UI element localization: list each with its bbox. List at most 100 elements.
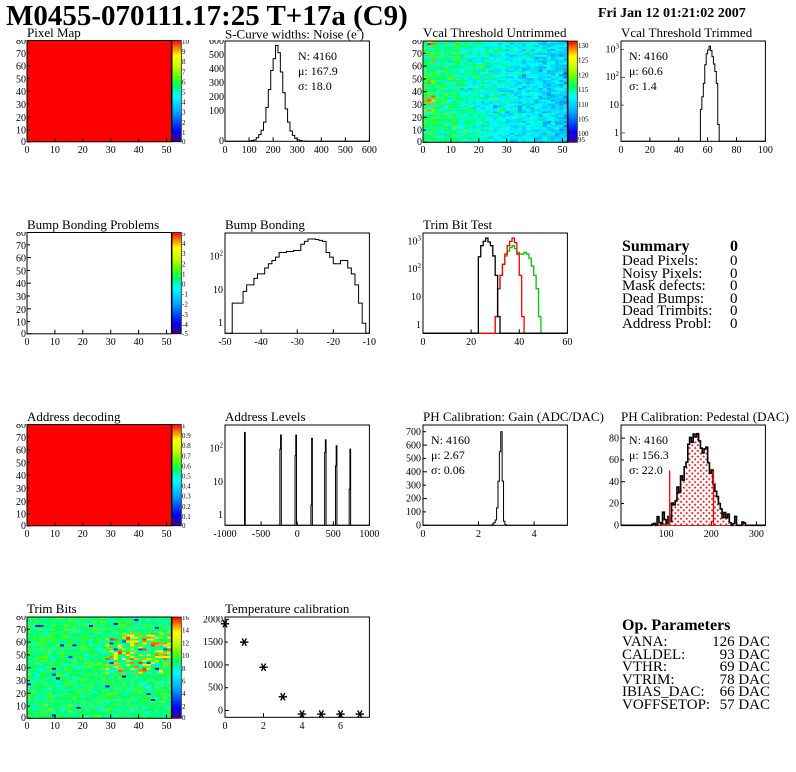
svg-text:40: 40 bbox=[16, 87, 26, 98]
svg-text:-4: -4 bbox=[182, 321, 188, 329]
svg-text:600: 600 bbox=[406, 440, 421, 451]
svg-text:10: 10 bbox=[50, 337, 60, 348]
svg-text:300: 300 bbox=[406, 480, 421, 491]
svg-text:20: 20 bbox=[16, 305, 26, 316]
svg-text:10: 10 bbox=[446, 145, 456, 156]
svg-text:115: 115 bbox=[578, 86, 589, 94]
svg-text:80: 80 bbox=[16, 40, 26, 47]
svg-text:30: 30 bbox=[16, 292, 26, 303]
svg-text:σ: 0.06: σ: 0.06 bbox=[431, 463, 465, 477]
svg-text:80: 80 bbox=[16, 616, 26, 623]
svg-text:10: 10 bbox=[412, 126, 422, 137]
svg-text:10: 10 bbox=[16, 702, 26, 713]
svg-text:20: 20 bbox=[609, 499, 619, 510]
svg-text:100: 100 bbox=[758, 145, 773, 156]
svg-text:200: 200 bbox=[266, 145, 281, 156]
svg-text:3: 3 bbox=[182, 250, 186, 258]
svg-text:N: 4160: N: 4160 bbox=[629, 433, 668, 447]
svg-text:5: 5 bbox=[182, 232, 186, 238]
svg-text:20: 20 bbox=[78, 145, 88, 156]
svg-text:500: 500 bbox=[326, 529, 341, 540]
svg-text:N: 4160: N: 4160 bbox=[298, 49, 337, 63]
svg-text:50: 50 bbox=[412, 74, 422, 85]
svg-text:0: 0 bbox=[421, 145, 426, 156]
svg-text:40: 40 bbox=[674, 145, 684, 156]
svg-text:30: 30 bbox=[412, 100, 422, 111]
svg-text:14: 14 bbox=[182, 627, 190, 635]
svg-text:σ: 22.0: σ: 22.0 bbox=[629, 463, 663, 477]
svg-text:10: 10 bbox=[50, 145, 60, 156]
svg-text:0: 0 bbox=[182, 138, 186, 146]
svg-text:30: 30 bbox=[106, 529, 116, 540]
svg-text:30: 30 bbox=[16, 484, 26, 495]
svg-text:50: 50 bbox=[16, 458, 26, 469]
svg-text:700: 700 bbox=[406, 427, 421, 438]
svg-text:0: 0 bbox=[223, 145, 228, 156]
svg-text:102: 102 bbox=[210, 441, 224, 454]
svg-text:50: 50 bbox=[162, 145, 172, 156]
svg-text:10: 10 bbox=[213, 477, 223, 488]
svg-text:0.3: 0.3 bbox=[182, 493, 191, 501]
svg-text:10: 10 bbox=[182, 652, 190, 660]
svg-text:100: 100 bbox=[209, 106, 224, 117]
svg-text:0: 0 bbox=[25, 721, 30, 732]
svg-text:40: 40 bbox=[134, 529, 144, 540]
svg-text:-30: -30 bbox=[291, 337, 304, 348]
svg-text:50: 50 bbox=[558, 145, 568, 156]
svg-text:50: 50 bbox=[162, 721, 172, 732]
svg-text:20: 20 bbox=[16, 497, 26, 508]
svg-text:60: 60 bbox=[16, 638, 26, 649]
svg-text:500: 500 bbox=[209, 50, 224, 61]
svg-text:10: 10 bbox=[411, 292, 421, 303]
svg-text:1: 1 bbox=[218, 318, 223, 329]
svg-text:40: 40 bbox=[134, 337, 144, 348]
svg-text:80: 80 bbox=[732, 145, 742, 156]
svg-text:10: 10 bbox=[609, 100, 619, 111]
svg-text:1: 1 bbox=[182, 270, 186, 278]
svg-text:50: 50 bbox=[162, 337, 172, 348]
svg-text:20: 20 bbox=[16, 689, 26, 700]
svg-text:12: 12 bbox=[182, 639, 190, 647]
svg-text:μ: 156.3: μ: 156.3 bbox=[629, 448, 669, 462]
svg-text:100: 100 bbox=[406, 507, 421, 518]
svg-text:6: 6 bbox=[182, 678, 186, 686]
svg-text:10: 10 bbox=[182, 40, 190, 46]
svg-text:0: 0 bbox=[421, 337, 426, 348]
svg-text:2: 2 bbox=[182, 119, 186, 127]
svg-text:120: 120 bbox=[578, 71, 589, 79]
svg-text:6: 6 bbox=[182, 78, 186, 86]
svg-text:-1: -1 bbox=[182, 291, 188, 299]
svg-text:102: 102 bbox=[210, 249, 224, 262]
svg-text:40: 40 bbox=[412, 87, 422, 98]
svg-text:60: 60 bbox=[562, 337, 572, 348]
svg-text:400: 400 bbox=[209, 64, 224, 75]
svg-text:40: 40 bbox=[16, 663, 26, 674]
svg-text:60: 60 bbox=[703, 145, 713, 156]
svg-text:60: 60 bbox=[412, 62, 422, 73]
svg-text:60: 60 bbox=[16, 62, 26, 73]
svg-text:130: 130 bbox=[578, 42, 589, 50]
svg-text:-20: -20 bbox=[327, 337, 340, 348]
svg-text:5: 5 bbox=[182, 89, 186, 97]
svg-text:0: 0 bbox=[223, 721, 228, 732]
svg-text:σ: 1.4: σ: 1.4 bbox=[629, 79, 657, 93]
svg-text:50: 50 bbox=[162, 529, 172, 540]
svg-text:30: 30 bbox=[16, 676, 26, 687]
svg-text:60: 60 bbox=[16, 254, 26, 265]
svg-text:125: 125 bbox=[578, 57, 589, 65]
svg-text:30: 30 bbox=[106, 145, 116, 156]
svg-text:50: 50 bbox=[16, 650, 26, 661]
svg-text:80: 80 bbox=[16, 232, 26, 239]
svg-text:70: 70 bbox=[16, 433, 26, 444]
svg-text:500: 500 bbox=[338, 145, 353, 156]
svg-text:20: 20 bbox=[474, 145, 484, 156]
svg-text:300: 300 bbox=[209, 78, 224, 89]
svg-text:600: 600 bbox=[362, 145, 377, 156]
svg-text:20: 20 bbox=[78, 529, 88, 540]
svg-text:103: 103 bbox=[408, 234, 422, 247]
svg-text:400: 400 bbox=[406, 467, 421, 478]
svg-text:10: 10 bbox=[213, 285, 223, 296]
svg-text:600: 600 bbox=[209, 40, 224, 47]
svg-text:σ: 18.0: σ: 18.0 bbox=[298, 79, 332, 93]
svg-text:1500: 1500 bbox=[203, 637, 223, 648]
